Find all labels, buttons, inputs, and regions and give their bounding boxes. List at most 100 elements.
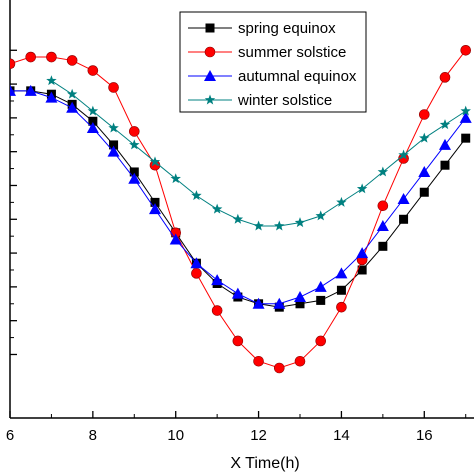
data-point-spring-equinox [129, 167, 139, 177]
series-line-spring-equinox [10, 90, 467, 308]
series-autumnal-equinox [10, 84, 472, 309]
data-point-autumnal-equinox [45, 91, 58, 103]
series-line-autumnal-equinox [10, 90, 467, 305]
x-tick-label: 10 [167, 427, 184, 444]
legend-label: autumnal equinox [238, 68, 357, 85]
data-point-winter-solstice [377, 166, 389, 177]
legend-item-autumnal-equinox: autumnal equinox [188, 68, 357, 85]
data-point-autumnal-equinox [418, 165, 431, 177]
data-point-winter-solstice [87, 105, 99, 116]
data-point-autumnal-equinox [169, 233, 182, 245]
data-point-summer-solstice [66, 55, 78, 66]
data-point-spring-equinox [316, 295, 326, 305]
data-point-autumnal-equinox [211, 274, 224, 286]
data-point-spring-equinox [378, 241, 388, 251]
x-tick-label: 16 [416, 427, 433, 444]
data-point-summer-solstice [336, 301, 347, 313]
legend-marker-spring-equinox [205, 23, 215, 33]
data-point-winter-solstice [170, 173, 181, 184]
x-tick-label: 14 [333, 427, 350, 444]
x-tick-label: 12 [250, 427, 267, 444]
data-point-winter-solstice [108, 122, 119, 133]
legend-label: spring equinox [238, 20, 336, 37]
x-tick-label: 6 [6, 427, 14, 444]
data-point-autumnal-equinox [66, 101, 79, 113]
data-point-autumnal-equinox [128, 172, 141, 184]
data-point-summer-solstice [273, 362, 285, 374]
data-point-spring-equinox [295, 299, 305, 309]
data-point-autumnal-equinox [314, 280, 327, 292]
data-point-winter-solstice [419, 132, 430, 143]
data-point-autumnal-equinox [356, 247, 369, 259]
data-point-summer-solstice [25, 51, 37, 63]
data-point-spring-equinox [109, 140, 119, 150]
data-point-winter-solstice [294, 217, 306, 228]
data-point-autumnal-equinox [149, 203, 161, 215]
data-point-summer-solstice [108, 82, 119, 93]
data-point-summer-solstice [191, 268, 202, 279]
data-point-winter-solstice [439, 119, 451, 130]
legend-label: winter solstice [237, 92, 332, 109]
data-point-spring-equinox [357, 265, 367, 275]
x-axis-title: X Time(h) [230, 455, 299, 472]
legend-label: summer solstice [238, 44, 346, 61]
series-layer [10, 44, 472, 374]
data-point-summer-solstice [128, 126, 140, 137]
data-point-autumnal-equinox [252, 297, 265, 309]
series-summer-solstice [10, 44, 472, 374]
x-ticks: 6 8 10 12 14 16 [6, 411, 467, 444]
data-point-summer-solstice [315, 335, 327, 347]
legend-marker-autumnal-equinox [204, 70, 216, 81]
y-ticks [10, 49, 17, 356]
data-point-autumnal-equinox [190, 257, 203, 269]
data-point-summer-solstice [253, 355, 264, 367]
data-point-winter-solstice [149, 156, 161, 167]
legend: spring equinox summer solstice autumnal eq… [179, 11, 367, 113]
data-point-summer-solstice [439, 72, 451, 83]
data-point-summer-solstice [377, 200, 389, 212]
legend-marker-winter-solstice [204, 94, 216, 105]
data-point-spring-equinox [440, 160, 450, 170]
data-point-summer-solstice [294, 355, 306, 367]
data-point-autumnal-equinox [397, 193, 410, 204]
data-point-spring-equinox [399, 214, 409, 224]
data-point-autumnal-equinox [86, 122, 99, 134]
legend-items: spring equinox summer solstice autumnal eq… [188, 20, 357, 109]
legend-marker-summer-solstice [204, 46, 216, 58]
data-point-winter-solstice [191, 190, 202, 201]
data-point-autumnal-equinox [335, 267, 348, 279]
data-point-spring-equinox [336, 285, 346, 295]
data-point-autumnal-equinox [273, 297, 286, 309]
data-point-autumnal-equinox [439, 138, 451, 150]
data-point-summer-solstice [87, 65, 99, 76]
data-point-winter-solstice [336, 196, 347, 207]
x-tick-label: 8 [89, 427, 97, 444]
data-point-summer-solstice [46, 51, 57, 63]
data-point-winter-solstice [66, 88, 78, 99]
data-point-autumnal-equinox [376, 220, 389, 232]
legend-item-spring-equinox: spring equinox [188, 20, 336, 37]
data-point-spring-equinox [150, 197, 160, 207]
data-point-winter-solstice [211, 203, 223, 214]
data-point-summer-solstice [418, 109, 430, 120]
data-point-winter-solstice [232, 213, 244, 224]
data-point-spring-equinox [88, 116, 98, 126]
data-point-winter-solstice [460, 105, 471, 116]
legend-item-winter-solstice: winter solstice [188, 92, 332, 109]
data-point-summer-solstice [10, 58, 16, 70]
data-point-winter-solstice [274, 220, 285, 231]
data-point-autumnal-equinox [231, 287, 244, 299]
data-point-winter-solstice [398, 149, 409, 160]
data-point-winter-solstice [46, 75, 57, 86]
data-point-winter-solstice [129, 139, 140, 150]
data-point-autumnal-equinox [107, 145, 120, 157]
data-point-summer-solstice [211, 305, 223, 316]
series-winter-solstice [46, 75, 471, 231]
data-point-winter-solstice [315, 210, 326, 221]
data-point-summer-solstice [460, 44, 472, 56]
data-point-spring-equinox [419, 187, 429, 197]
data-point-autumnal-equinox [24, 84, 37, 96]
plot-frame [9, 0, 474, 419]
legend-item-summer-solstice: summer solstice [188, 44, 346, 61]
